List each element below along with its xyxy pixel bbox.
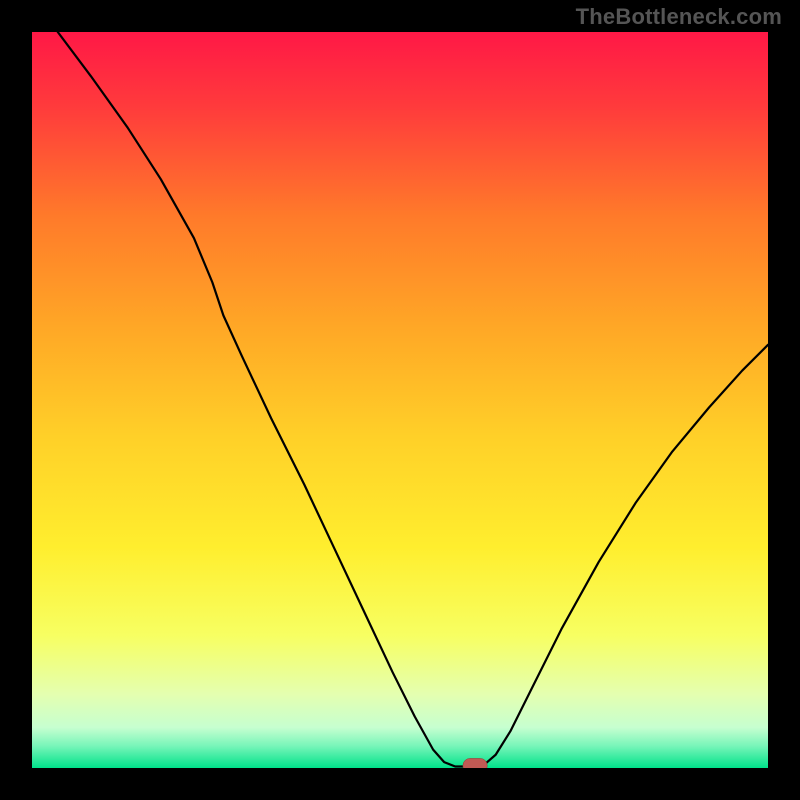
- chart-frame: TheBottleneck.com: [0, 0, 800, 800]
- minimum-marker: [463, 758, 487, 768]
- source-attribution: TheBottleneck.com: [576, 4, 782, 30]
- plot-area: [32, 32, 768, 768]
- gradient-background: [32, 32, 768, 768]
- chart-svg: [32, 32, 768, 768]
